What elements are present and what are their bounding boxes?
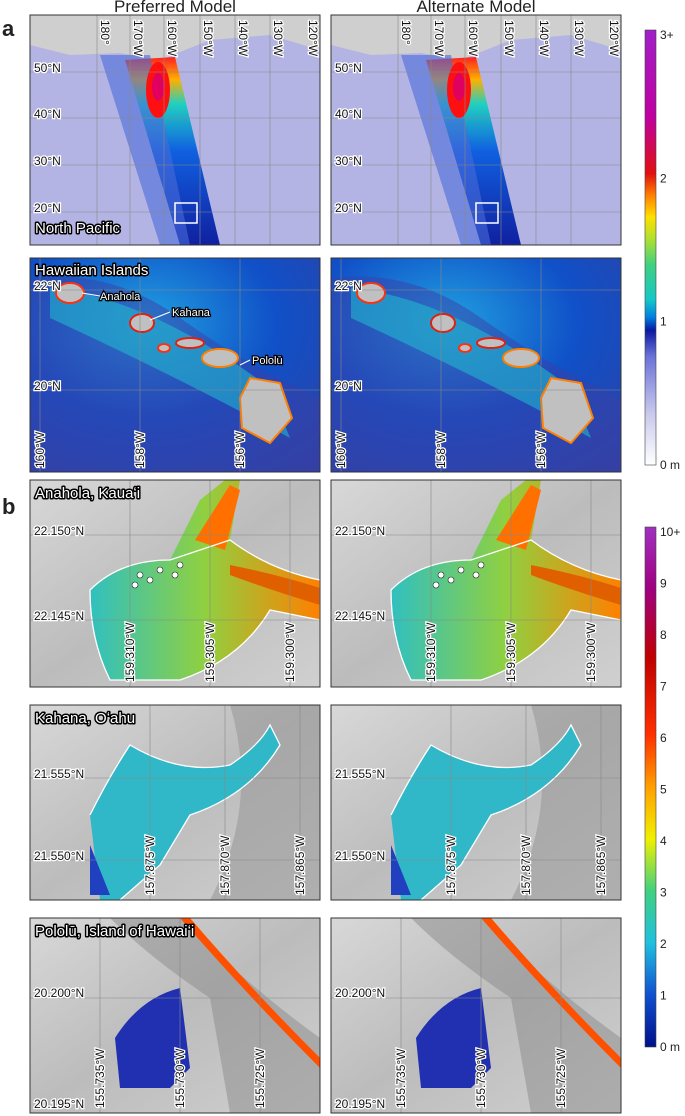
- lon-label: 120°W: [306, 20, 320, 57]
- lat-label: 22.145°N: [335, 609, 385, 623]
- lon-label: 156°W: [534, 431, 548, 468]
- lon-label: 160°W: [466, 20, 480, 57]
- lon-label: 159.305°W: [203, 622, 217, 682]
- map-title: North Pacific: [35, 220, 121, 237]
- lat-label: 20.195°N: [335, 1097, 385, 1111]
- lon-label: 160°W: [334, 431, 348, 468]
- place-label: Anahola: [100, 291, 141, 303]
- map-pololu: [29, 917, 622, 1114]
- lon-label: 155.730°W: [474, 1048, 488, 1108]
- map-title: Kahana, Oʻahu: [35, 710, 135, 727]
- lon-label: 180°: [98, 20, 112, 45]
- map-title: Hawaiian Islands: [35, 262, 148, 279]
- lat-label: 40°N: [34, 107, 61, 121]
- lat-label: 20°N: [335, 201, 362, 215]
- lon-label: 120°W: [607, 20, 621, 57]
- lat-label: 22.150°N: [335, 524, 385, 538]
- lon-label: 159.305°W: [504, 622, 518, 682]
- colorbar-tick-label: 10+: [660, 525, 680, 539]
- lat-label: 30°N: [34, 154, 61, 168]
- lon-label: 157.870°W: [519, 835, 533, 895]
- lon-label: 130°W: [572, 20, 586, 57]
- lon-label: 140°W: [537, 20, 551, 57]
- lon-label: 159.310°W: [123, 622, 137, 682]
- lat-label: 50°N: [34, 61, 61, 75]
- colorbar-tick-label: 6: [660, 731, 667, 745]
- lat-label: 50°N: [335, 61, 362, 75]
- lon-label: 155.730°W: [173, 1048, 187, 1108]
- lon-label: 180°: [399, 20, 413, 45]
- lat-label: 20°N: [34, 379, 61, 393]
- colorbar-tick-label: 0 m: [660, 1040, 680, 1054]
- map-north-pacific: [29, 14, 622, 246]
- map-title: Anahola, Kauaʻi: [35, 485, 140, 502]
- lon-label: 155.735°W: [394, 1048, 408, 1108]
- colorbar-tick-label: 1: [660, 315, 667, 329]
- lat-label: 20°N: [34, 201, 61, 215]
- colorbar-tick-label: 3+: [660, 28, 674, 42]
- colorbar-tick-label: 0 m: [660, 458, 680, 472]
- colorbar-tick-label: 2: [660, 937, 667, 951]
- lon-label: 170°W: [131, 20, 145, 57]
- map-kahana: [29, 704, 622, 901]
- lon-label: 157.875°W: [143, 835, 157, 895]
- lon-label: 157.875°W: [444, 835, 458, 895]
- lon-label: 160°W: [165, 20, 179, 57]
- lat-label: 20.195°N: [34, 1097, 84, 1111]
- lon-label: 170°W: [432, 20, 446, 57]
- lon-label: 158°W: [133, 431, 147, 468]
- lon-label: 157.865°W: [594, 835, 608, 895]
- lon-label: 155.725°W: [253, 1048, 267, 1108]
- lat-label: 20°N: [335, 379, 362, 393]
- lon-label: 158°W: [434, 431, 448, 468]
- lat-label: 22.145°N: [34, 609, 84, 623]
- colorbar-tick-label: 5: [660, 783, 667, 797]
- colorbar-tick-label: 8: [660, 628, 667, 642]
- colorbar: [644, 526, 657, 1048]
- lat-label: 21.550°N: [34, 849, 84, 863]
- lat-label: 21.555°N: [335, 767, 385, 781]
- lon-label: 156°W: [233, 431, 247, 468]
- map-anahola: [29, 479, 622, 688]
- lat-label: 22°N: [34, 279, 61, 293]
- place-label: Pololū: [252, 355, 283, 367]
- lat-label: 21.550°N: [335, 849, 385, 863]
- column-header: Alternate Model: [416, 0, 535, 16]
- panel-label: b: [2, 494, 15, 519]
- lat-label: 30°N: [335, 154, 362, 168]
- lon-label: 159.310°W: [424, 622, 438, 682]
- colorbar-tick-label: 1: [660, 989, 667, 1003]
- lat-label: 40°N: [335, 107, 362, 121]
- lon-label: 157.865°W: [293, 835, 307, 895]
- lon-label: 150°W: [502, 20, 516, 57]
- colorbar: [644, 29, 657, 466]
- map-title: Pololū, Island of Hawaiʻi: [35, 923, 194, 940]
- lon-label: 140°W: [236, 20, 250, 57]
- lon-label: 150°W: [201, 20, 215, 57]
- lon-label: 130°W: [271, 20, 285, 57]
- lon-label: 159.300°W: [584, 622, 598, 682]
- lat-label: 22.150°N: [34, 524, 84, 538]
- lat-label: 22°N: [335, 279, 362, 293]
- colorbar-tick-label: 2: [660, 171, 667, 185]
- lat-label: 20.200°N: [335, 986, 385, 1000]
- place-label: Kahana: [172, 307, 211, 319]
- lat-label: 20.200°N: [34, 986, 84, 1000]
- lat-label: 21.555°N: [34, 767, 84, 781]
- map-hawaiian-islands: [29, 257, 622, 473]
- colorbar-tick-label: 7: [660, 680, 667, 694]
- colorbar-tick-label: 3: [660, 886, 667, 900]
- lon-label: 155.735°W: [93, 1048, 107, 1108]
- panel-label: a: [2, 16, 15, 41]
- column-header: Preferred Model: [114, 0, 236, 16]
- lon-label: 155.725°W: [554, 1048, 568, 1108]
- colorbar-tick-label: 9: [660, 577, 667, 591]
- lon-label: 159.300°W: [283, 622, 297, 682]
- lon-label: 157.870°W: [218, 835, 232, 895]
- lon-label: 160°W: [33, 431, 47, 468]
- colorbar-tick-label: 4: [660, 834, 667, 848]
